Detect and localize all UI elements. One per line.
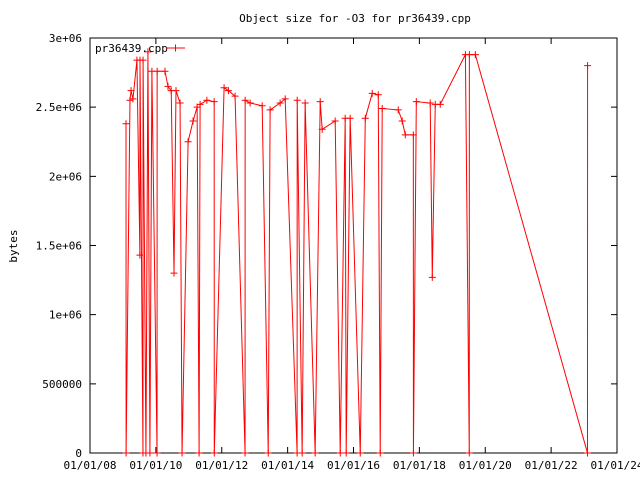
- data-point: [196, 100, 204, 108]
- data-point: [412, 98, 420, 106]
- y-tick-label: 500000: [42, 378, 82, 391]
- data-point: [293, 96, 301, 104]
- data-point: [178, 449, 186, 457]
- data-point: [210, 449, 218, 457]
- x-tick-label: 01/01/08: [64, 459, 117, 472]
- y-tick-label: 3e+06: [49, 32, 82, 45]
- data-point: [224, 87, 232, 95]
- data-point: [361, 114, 369, 122]
- data-point: [210, 98, 218, 106]
- data-point: [122, 449, 130, 457]
- data-point: [471, 51, 479, 59]
- data-point: [172, 87, 180, 95]
- data-point: [401, 131, 409, 139]
- data-point: [264, 449, 272, 457]
- data-point: [139, 56, 147, 64]
- data-point: [346, 114, 354, 122]
- data-point: [176, 99, 184, 107]
- series-pr36439: [122, 48, 592, 457]
- data-point: [583, 449, 591, 457]
- data-point: [316, 98, 324, 106]
- data-point: [276, 99, 284, 107]
- x-tick-label: 01/01/22: [525, 459, 578, 472]
- data-point: [195, 449, 203, 457]
- data-point: [409, 131, 417, 139]
- y-tick-label: 1.5e+06: [36, 240, 82, 253]
- x-tick-label: 01/01/16: [327, 459, 380, 472]
- data-point: [129, 95, 137, 103]
- axis-ticks: 0 500000 1e+06 1.5e+06 2e+06 2.5e+06 3e+06 01/0…: [36, 32, 640, 472]
- legend-marker: [172, 44, 179, 52]
- data-point: [170, 269, 178, 277]
- data-point: [436, 100, 444, 108]
- data-point: [246, 99, 254, 107]
- data-point: [426, 99, 434, 107]
- x-tick-label: 01/01/14: [261, 459, 314, 472]
- data-point: [311, 449, 319, 457]
- data-point: [153, 449, 161, 457]
- data-point: [266, 106, 274, 114]
- chart-title: Object size for -O3 for pr36439.cpp: [239, 12, 471, 25]
- x-tick-label: 01/01/18: [393, 459, 446, 472]
- data-point: [164, 82, 172, 90]
- data-point: [394, 106, 402, 114]
- y-axis-label: bytes: [7, 229, 20, 262]
- data-point: [258, 102, 266, 110]
- data-point: [241, 449, 249, 457]
- y-tick-label: 1e+06: [49, 309, 82, 322]
- data-point: [281, 95, 289, 103]
- data-point: [144, 48, 152, 56]
- legend: pr36439.cpp: [95, 42, 185, 55]
- data-point: [368, 89, 376, 97]
- data-point: [378, 105, 386, 113]
- data-point: [356, 449, 364, 457]
- series-line: [125, 51, 589, 454]
- data-point: [318, 125, 326, 133]
- data-point: [146, 449, 154, 457]
- data-point: [301, 99, 309, 107]
- x-tick-label: 01/01/12: [195, 459, 248, 472]
- data-point: [126, 96, 134, 104]
- x-tick-label: 01/01/10: [129, 459, 182, 472]
- data-point: [203, 96, 211, 104]
- data-point: [220, 84, 228, 92]
- data-point: [331, 117, 339, 125]
- data-point: [184, 138, 192, 146]
- data-point: [409, 449, 417, 457]
- data-point: [465, 449, 473, 457]
- data-point: [342, 449, 350, 457]
- data-point: [153, 67, 161, 75]
- data-point: [336, 449, 344, 457]
- data-point: [584, 62, 592, 70]
- data-point: [231, 92, 239, 100]
- x-tick-label: 01/01/20: [459, 459, 512, 472]
- y-tick-label: 2.5e+06: [36, 101, 82, 114]
- data-point: [241, 96, 249, 104]
- data-point: [376, 449, 384, 457]
- y-tick-label: 0: [75, 447, 82, 460]
- data-point: [136, 251, 144, 259]
- legend-label: pr36439.cpp: [95, 42, 168, 55]
- data-point: [189, 117, 197, 125]
- x-tick-label: 01/01/24: [591, 459, 640, 472]
- data-point: [161, 67, 169, 75]
- data-point: [374, 91, 382, 99]
- data-point: [127, 87, 135, 95]
- data-point: [465, 51, 473, 59]
- data-point: [428, 273, 436, 281]
- data-point: [398, 117, 406, 125]
- data-point: [122, 120, 130, 128]
- data-point: [298, 449, 306, 457]
- y-tick-label: 2e+06: [49, 170, 82, 183]
